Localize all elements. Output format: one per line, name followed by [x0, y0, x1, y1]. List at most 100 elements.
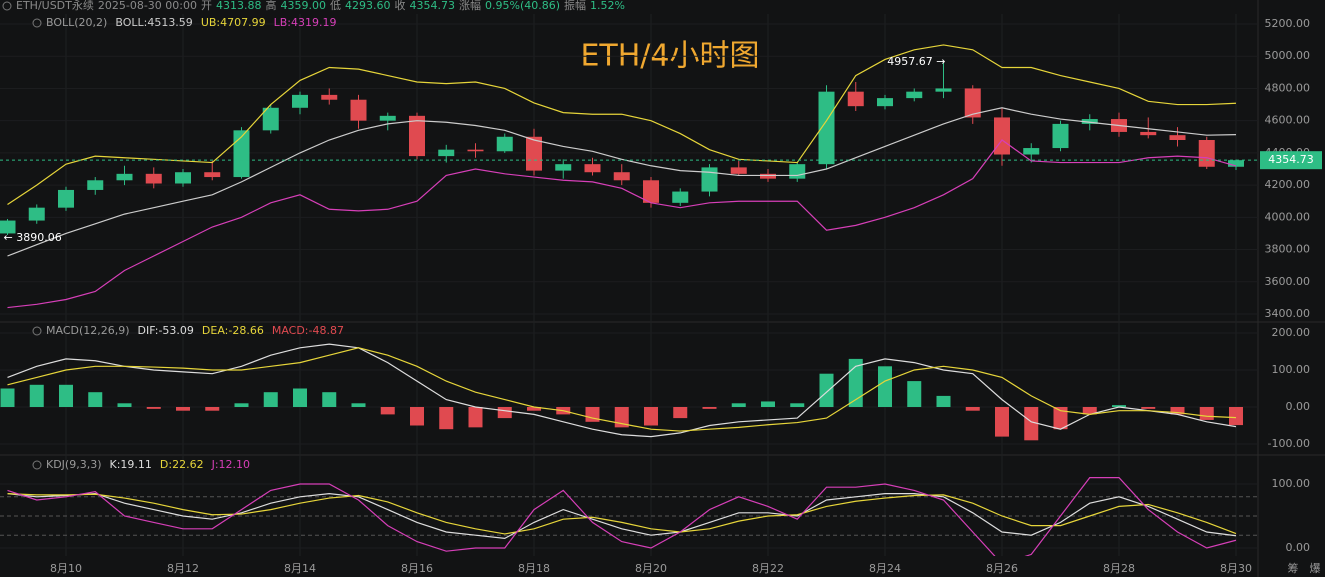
candle-body — [730, 167, 747, 174]
macd-bar — [29, 384, 44, 407]
macd-bar — [205, 407, 220, 411]
candle-body — [994, 117, 1010, 155]
macd-bar — [351, 403, 366, 407]
pane — [0, 23, 1258, 315]
candle-body — [350, 99, 367, 121]
macd-bar — [176, 407, 190, 411]
macd-bar — [1112, 405, 1126, 407]
header-item: ETH/USDT永续 — [16, 0, 94, 12]
macd-bar — [146, 407, 161, 409]
candle-body — [964, 88, 981, 118]
macd-bar — [819, 373, 834, 407]
legend-value: BOLL:4513.59 — [115, 16, 192, 29]
header-item: 高 — [265, 0, 277, 12]
header-item: 涨幅 — [459, 0, 481, 12]
macd-bar — [731, 403, 746, 407]
x-tick-label: 8月10 — [50, 562, 82, 575]
y-tick-label: 3400.00 — [1265, 307, 1311, 320]
indicator-line — [7, 139, 1237, 309]
candle-body — [28, 207, 45, 221]
macd-bar — [88, 392, 103, 407]
header-item: 4354.73 — [409, 0, 456, 12]
tool-button[interactable]: 爆 — [1310, 561, 1321, 575]
header-item: 0.95%(40.86) — [485, 0, 561, 12]
candle-body — [760, 173, 776, 179]
macd-bar — [0, 388, 15, 407]
candle-body — [701, 167, 718, 192]
header-item: 振幅 — [564, 0, 587, 12]
pane — [0, 477, 1258, 556]
macd-bar — [1199, 407, 1214, 420]
y-tick-label: 200.00 — [1272, 326, 1311, 339]
macd-bar — [761, 401, 775, 407]
legend-value: LB:4319.19 — [274, 16, 337, 29]
x-tick-label: 8月18 — [518, 562, 550, 575]
macd-bar — [644, 407, 658, 426]
macd-bar — [497, 407, 512, 419]
indicator-line — [7, 343, 1237, 438]
last-price-box — [1260, 151, 1322, 170]
candle-body — [613, 172, 630, 181]
candle-body — [233, 130, 250, 178]
y-tick-label: 5000.00 — [1265, 49, 1311, 62]
header-item: 2025-08-30 00:00 — [97, 0, 197, 12]
candle-body — [818, 91, 835, 165]
x-tick-label: 8月20 — [635, 562, 667, 575]
candle-body — [145, 173, 162, 184]
candle-body — [584, 164, 601, 173]
candle-body — [321, 94, 338, 100]
candle-body — [58, 189, 74, 208]
indicator-line — [7, 492, 1237, 540]
candle-body — [379, 115, 396, 121]
x-tick-label: 8月12 — [167, 562, 199, 575]
tool-button[interactable]: 筹 — [1288, 561, 1299, 575]
y-tick-label: 3600.00 — [1265, 275, 1311, 288]
candle-body — [935, 88, 952, 92]
candle-body — [204, 172, 221, 178]
candle-body — [409, 115, 425, 157]
header-item: 1.52% — [590, 0, 625, 12]
macd-bar — [293, 388, 307, 407]
candle-body — [672, 191, 689, 203]
macd-bar — [117, 403, 132, 407]
candle-body — [467, 149, 484, 152]
candle-body — [496, 136, 513, 152]
legend-value: UB:4707.99 — [201, 16, 266, 29]
macd-bar — [790, 403, 805, 407]
macd-bar — [878, 366, 892, 407]
last-price-label: 4354.73 — [1268, 153, 1314, 166]
y-tick-label: 0.00 — [1286, 400, 1311, 413]
low-annotation: ← 3890.06 — [4, 231, 62, 244]
x-tick-label: 8月30 — [1220, 562, 1252, 575]
collapse-icon[interactable] — [2, 1, 12, 11]
y-tick-label: 3800.00 — [1265, 243, 1311, 256]
macd-bar — [702, 407, 717, 409]
candle-body — [1198, 140, 1215, 167]
candle-body — [1140, 131, 1157, 136]
candle-body — [643, 180, 659, 203]
bell-icon — [32, 460, 42, 470]
macd-bar — [1082, 407, 1097, 415]
candle-body — [292, 94, 308, 108]
candle-body — [262, 107, 279, 131]
candle-body — [1169, 135, 1186, 140]
indicator-line — [7, 493, 1237, 535]
macd-bar — [439, 407, 454, 430]
header-item: 4293.60 — [345, 0, 391, 12]
macd-bar — [263, 392, 278, 407]
candle-body — [87, 180, 104, 190]
indicator-line — [7, 44, 1237, 205]
y-tick-label: 5200.00 — [1265, 17, 1311, 30]
x-tick-label: 8月14 — [284, 562, 316, 575]
macd-bar — [1053, 407, 1068, 430]
y-tick-label: 0.00 — [1286, 541, 1311, 554]
macd-bar — [527, 407, 541, 411]
macd-bar — [995, 407, 1009, 437]
candle-body — [438, 149, 455, 157]
macd-bar — [907, 381, 922, 407]
y-tick-label: -100.00 — [1268, 437, 1310, 450]
y-tick-label: 100.00 — [1272, 477, 1311, 490]
header-item: 4313.88 — [216, 0, 262, 12]
